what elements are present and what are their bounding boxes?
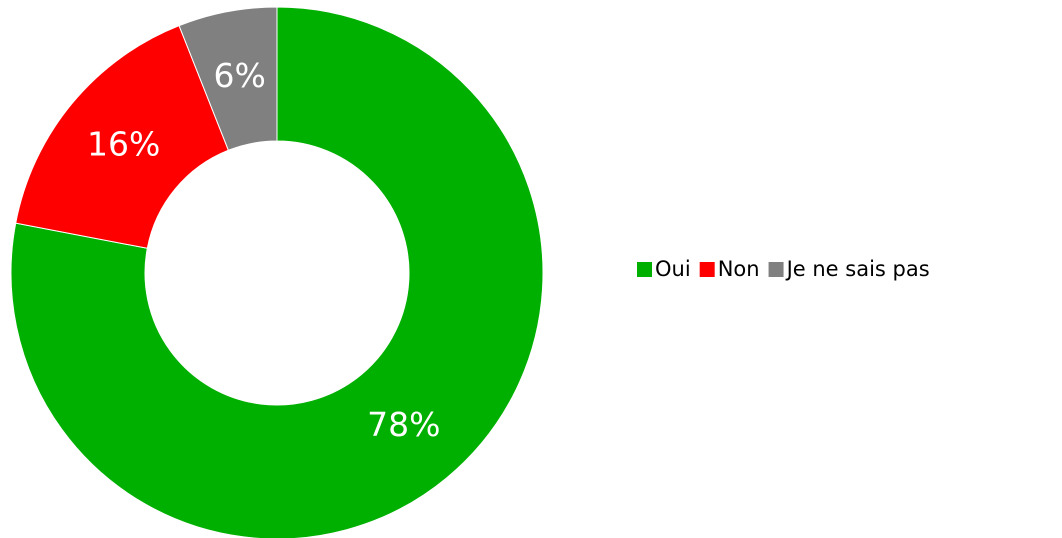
legend-swatch [768, 262, 784, 277]
donut-slice [10, 6, 544, 538]
donut-slice [15, 25, 230, 249]
legend-label: Non [718, 257, 760, 281]
legend-swatch [699, 262, 715, 277]
value-label: 78% [367, 405, 440, 444]
value-label: 6% [214, 56, 266, 95]
legend-label: Oui [655, 257, 691, 281]
value-label: 16% [87, 125, 160, 164]
donut-slice [178, 6, 278, 151]
legend-swatch [637, 262, 652, 277]
legend-label: Je ne sais pas [785, 257, 930, 281]
